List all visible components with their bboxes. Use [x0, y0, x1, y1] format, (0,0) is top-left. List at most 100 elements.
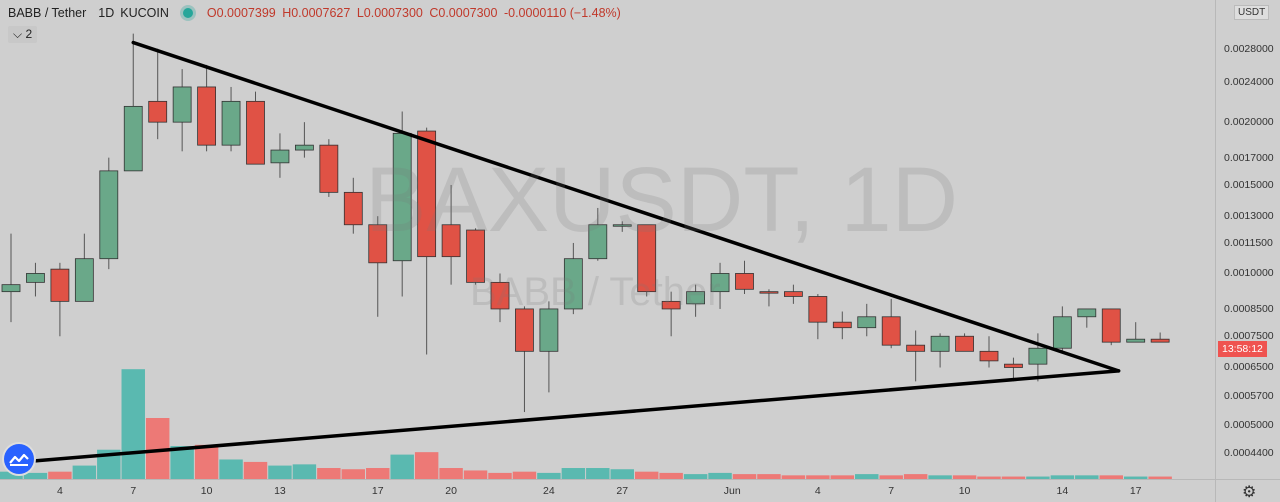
time-tick-label: 4 — [814, 485, 821, 497]
candle-body — [735, 273, 754, 290]
currency-unit[interactable]: USDT — [1234, 5, 1270, 20]
countdown-badge: 13:58:12 — [1218, 341, 1267, 357]
volume-bar — [145, 418, 170, 479]
volume-bar — [317, 468, 341, 479]
volume-bar — [952, 475, 977, 479]
legend-low: L0.0007300 — [356, 6, 423, 20]
volume-bar — [855, 474, 879, 479]
candle-body — [148, 100, 168, 123]
volume-bar — [512, 471, 537, 479]
volume-bar — [463, 470, 488, 479]
volume-bar — [879, 475, 903, 479]
candle-body — [759, 291, 779, 294]
volume-bar — [194, 444, 219, 479]
volume-bar — [97, 449, 121, 479]
volume-bar — [121, 369, 145, 479]
time-tick-label: 17 — [371, 485, 384, 497]
candle-body — [808, 296, 828, 323]
price-tick-label: 0.0028000 — [1224, 42, 1274, 55]
price-tick-label: 0.0024000 — [1224, 76, 1274, 89]
candle-body — [172, 86, 192, 123]
candle-body — [197, 86, 217, 146]
volume-bar — [439, 468, 463, 479]
price-tick-label: 0.0005000 — [1224, 418, 1274, 431]
candle-body — [930, 335, 950, 352]
volume-bar — [732, 474, 757, 479]
chart-area[interactable]: BAXUSDT, 1D BABB / Tether BABB / Tether … — [0, 0, 1215, 479]
candle-body — [539, 308, 559, 352]
volume-bar — [977, 476, 1001, 479]
time-tick-label: 4 — [56, 485, 63, 497]
volume-bar — [1026, 476, 1050, 479]
volume-bar — [928, 475, 952, 479]
time-tick-label: 7 — [130, 485, 137, 497]
time-tick-label: 13 — [274, 485, 286, 497]
candle-body — [490, 281, 510, 310]
volume-bar — [341, 469, 366, 479]
gear-icon[interactable]: ⚙ — [1242, 484, 1257, 501]
price-tick-label: 0.0007500 — [1224, 330, 1274, 343]
candle-body — [661, 300, 681, 310]
candle-body — [368, 224, 388, 264]
legend-timeframe[interactable]: 1D — [98, 6, 115, 20]
candle-body — [563, 258, 583, 310]
candle-body — [588, 224, 608, 260]
price-tick-label: 0.0008500 — [1224, 302, 1274, 315]
price-tick-label: 0.0006500 — [1224, 361, 1274, 374]
candle-body — [294, 144, 314, 151]
candle-body — [881, 316, 901, 346]
volume-bar — [634, 471, 659, 479]
legend-symbol[interactable]: BABB / Tether — [8, 6, 87, 20]
candlestick-chart[interactable] — [0, 0, 1215, 479]
time-tick-label: 17 — [1129, 485, 1142, 497]
volume-bar — [23, 472, 48, 479]
time-tick-label: 10 — [958, 485, 971, 497]
time-tick-label: Jun — [723, 485, 741, 497]
volume-bar — [806, 475, 830, 479]
time-tick-label: 20 — [445, 485, 457, 497]
legend-exchange: KUCOIN — [120, 6, 169, 20]
candle-body — [1004, 363, 1023, 368]
legend-high: H0.0007627 — [282, 6, 351, 20]
candle-body — [441, 224, 461, 258]
candle-body — [74, 258, 94, 302]
candle-body — [1126, 338, 1146, 343]
price-tick-label: 0.0017000 — [1224, 151, 1274, 164]
price-tick-label: 0.0005700 — [1224, 390, 1274, 403]
candle-body — [123, 105, 143, 172]
candle-body — [515, 308, 534, 352]
candle-body — [466, 229, 485, 283]
legend-close: C0.0007300 — [429, 6, 498, 20]
tradingview-logo-icon[interactable] — [4, 444, 34, 474]
time-axis[interactable]: 4 7 10 13 17 20 24 27 Jun 4 7 10 14 17 — [0, 479, 1215, 502]
volume-bar — [72, 465, 97, 479]
volume-bar — [0, 471, 23, 479]
candle-body — [270, 149, 290, 164]
price-tick-label: 0.0004400 — [1224, 446, 1274, 459]
candle-body — [832, 321, 852, 329]
price-tick-label: 0.0013000 — [1224, 210, 1274, 223]
indicators-toggle[interactable]: ⌵ 2 — [8, 26, 38, 43]
candle-body — [99, 170, 119, 260]
legend-ohlc: O0.0007399 H0.0007627 L0.0007300 C0.0007… — [207, 6, 624, 20]
volume-bar — [830, 475, 855, 479]
candle-body — [857, 316, 877, 329]
volume-bar — [1075, 475, 1099, 479]
legend-change: -0.0000110 (−1.48%) — [503, 6, 621, 20]
candle-body — [612, 224, 632, 227]
settings-corner[interactable]: ⚙ — [1215, 479, 1280, 502]
volume-bar — [1001, 476, 1026, 479]
live-dot-icon — [182, 8, 193, 18]
symbol-legend[interactable]: BABB / Tether 1D KUCOIN O0.0007399 H0.00… — [8, 6, 624, 20]
price-tick-label: 0.0015000 — [1224, 178, 1274, 191]
volume-bar — [488, 472, 512, 479]
candle-body — [221, 100, 241, 146]
price-tick-label: 0.0010000 — [1224, 267, 1274, 280]
price-axis[interactable]: 0.0028000 0.0024000 0.0020000 0.0017000 0.00… — [1215, 0, 1280, 479]
volume-bar — [390, 454, 414, 479]
trendline — [131, 40, 1121, 373]
volume-bar — [903, 474, 928, 479]
candle-body — [343, 191, 363, 226]
candle-body — [979, 350, 999, 362]
candle-body — [26, 273, 45, 283]
